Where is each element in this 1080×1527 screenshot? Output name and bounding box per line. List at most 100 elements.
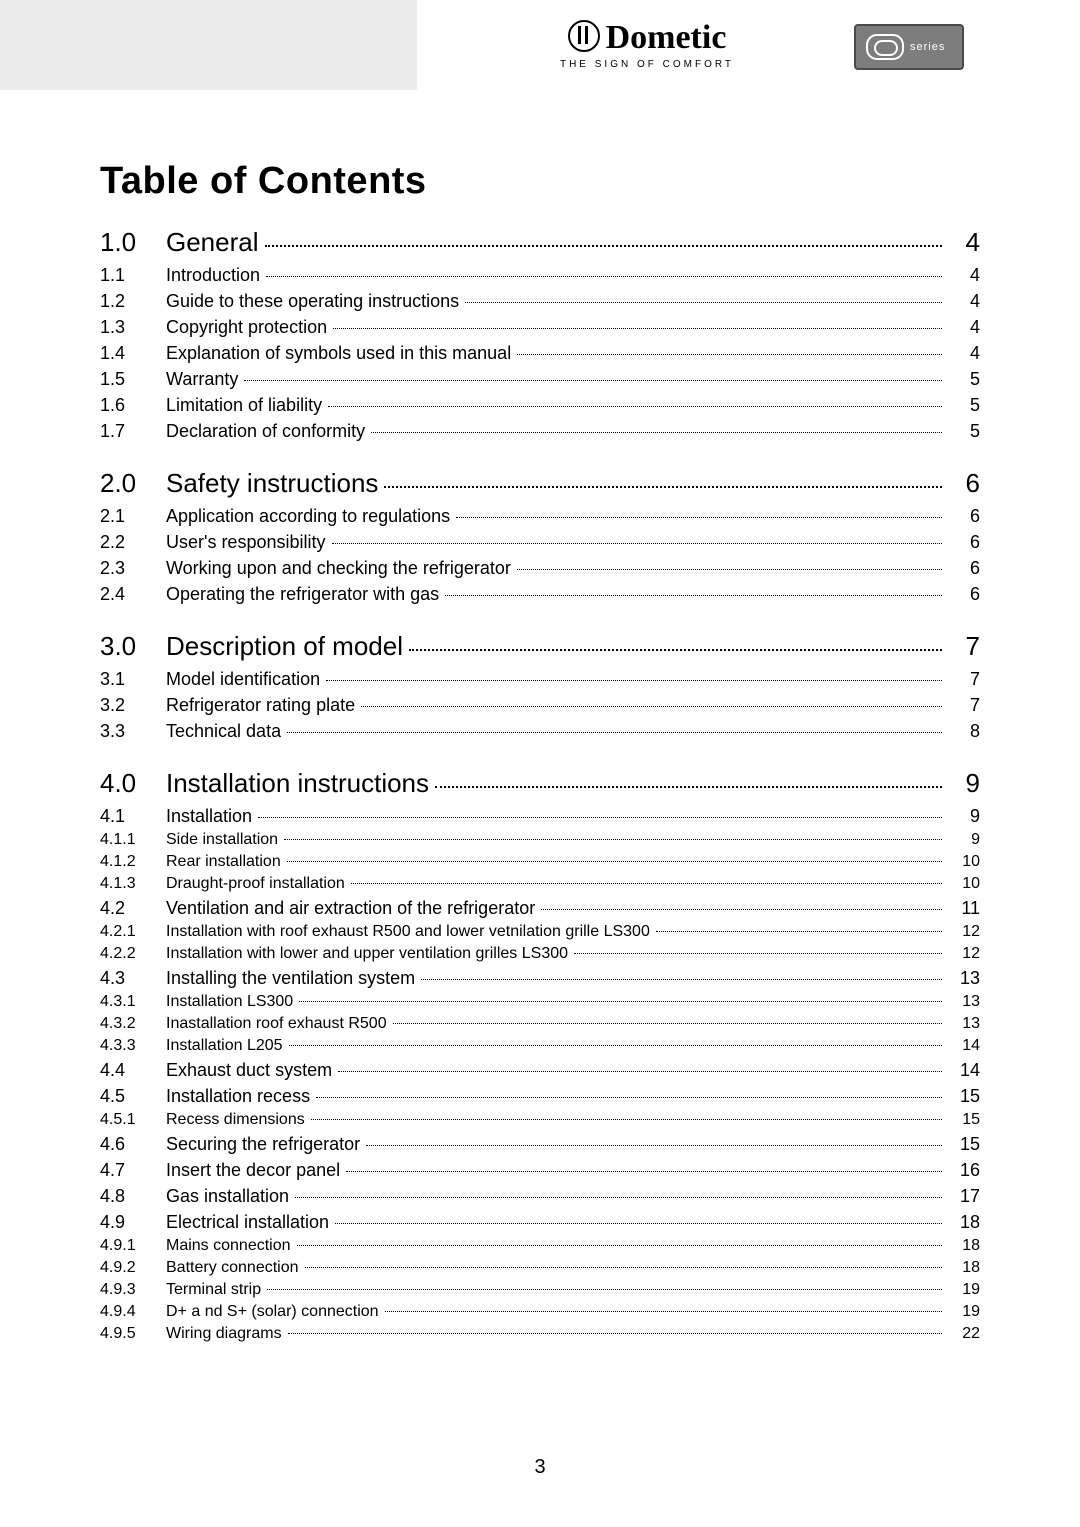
- toc-page: 7: [948, 666, 980, 692]
- toc-leader: [333, 327, 942, 329]
- toc-page: 19: [948, 1301, 980, 1323]
- toc-row: 2.3Working upon and checking the refrige…: [100, 555, 980, 581]
- toc-number: 4.9.5: [100, 1323, 166, 1345]
- toc-row: 4.3.3Installation L20514: [100, 1035, 980, 1057]
- toc-entry-title: Installation L205: [166, 1035, 283, 1057]
- toc-entry-title: Limitation of liability: [166, 392, 322, 418]
- toc-row: 4.1Installation 9: [100, 803, 980, 829]
- toc-leader: [311, 1118, 942, 1120]
- toc-entry-title: Technical data: [166, 718, 281, 744]
- toc-leader: [385, 1310, 942, 1312]
- toc-row: 4.1.3Draught-proof installation10: [100, 873, 980, 895]
- toc-page: 17: [948, 1183, 980, 1209]
- toc-number: 4.1.2: [100, 851, 166, 873]
- toc-entry-title: Installation: [166, 803, 252, 829]
- series-badge-label: series: [910, 41, 945, 53]
- toc-page: 15: [948, 1131, 980, 1157]
- toc-leader: [465, 301, 942, 303]
- toc-entry-title: Safety instructions: [166, 468, 378, 499]
- toc-leader: [287, 731, 942, 733]
- toc-row: 3.3Technical data8: [100, 718, 980, 744]
- toc-row: 2.1Application according to regulations6: [100, 503, 980, 529]
- toc-number: 1.0: [100, 227, 166, 258]
- toc-page: 5: [948, 418, 980, 444]
- toc-leader: [328, 405, 942, 407]
- toc-number: 4.9.4: [100, 1301, 166, 1323]
- toc-page: 9: [948, 829, 980, 851]
- toc-entry-title: Model identification: [166, 666, 320, 692]
- toc-section: 1.0General41.1Introduction41.2Guide to t…: [100, 227, 980, 444]
- toc-entry-title: D+ a nd S+ (solar) connection: [166, 1301, 379, 1323]
- toc-number: 4.8: [100, 1183, 166, 1209]
- toc-entry-title: Installation with lower and upper ventil…: [166, 943, 568, 965]
- toc-page: 14: [948, 1057, 980, 1083]
- toc-page: 9: [948, 803, 980, 829]
- toc-number: 4.1: [100, 803, 166, 829]
- toc-entry-title: User's responsibility: [166, 529, 326, 555]
- toc-leader: [266, 275, 942, 277]
- toc-leader: [456, 516, 942, 518]
- toc-leader: [258, 816, 942, 818]
- toc-number: 1.3: [100, 314, 166, 340]
- brand-tagline: THE SIGN OF COMFORT: [532, 59, 762, 70]
- toc-row: 4.4Exhaust duct system14: [100, 1057, 980, 1083]
- toc-entry-title: General: [166, 227, 259, 258]
- toc-number: 4.2.2: [100, 943, 166, 965]
- toc-page: 13: [948, 1013, 980, 1035]
- toc-entry-title: Installation with roof exhaust R500 and …: [166, 921, 650, 943]
- toc-page: 11: [948, 895, 980, 921]
- toc-entry-title: Battery connection: [166, 1257, 299, 1279]
- toc-page: 13: [948, 965, 980, 991]
- toc-page: 18: [948, 1257, 980, 1279]
- toc-entry-title: Description of model: [166, 631, 403, 662]
- toc-number: 1.4: [100, 340, 166, 366]
- toc-leader: [517, 568, 942, 570]
- toc-entry-title: Securing the refrigerator: [166, 1131, 360, 1157]
- toc-number: 3.0: [100, 631, 166, 662]
- toc-number: 3.3: [100, 718, 166, 744]
- toc-section: 4.0Installation instructions94.1Installa…: [100, 768, 980, 1345]
- toc-number: 3.1: [100, 666, 166, 692]
- toc-leader: [366, 1144, 942, 1146]
- toc-entry-title: Declaration of conformity: [166, 418, 365, 444]
- toc-row: 1.4Explanation of symbols used in this m…: [100, 340, 980, 366]
- toc-leader: [297, 1244, 942, 1246]
- toc-leader: [393, 1022, 942, 1024]
- toc-entry-title: Installing the ventilation system: [166, 965, 415, 991]
- toc-page: 6: [948, 555, 980, 581]
- toc-leader: [656, 930, 942, 932]
- toc-entry-title: Recess dimensions: [166, 1109, 305, 1131]
- series-badge-icon: [866, 34, 904, 60]
- toc-page: 10: [948, 873, 980, 895]
- toc-row: 4.1.2Rear installation10: [100, 851, 980, 873]
- toc-row: 3.1Model identification 7: [100, 666, 980, 692]
- toc-leader: [445, 594, 942, 596]
- toc-number: 2.3: [100, 555, 166, 581]
- toc-entry-title: Guide to these operating instructions: [166, 288, 459, 314]
- toc-row: 4.9Electrical installation18: [100, 1209, 980, 1235]
- brand-logo-icon: [568, 20, 600, 52]
- toc-number: 4.9.3: [100, 1279, 166, 1301]
- toc-row: 1.0General4: [100, 227, 980, 258]
- toc-entry-title: Wiring diagrams: [166, 1323, 282, 1345]
- toc-row: 4.3.1Installation LS30013: [100, 991, 980, 1013]
- toc-page: 4: [948, 340, 980, 366]
- toc-page: 6: [948, 581, 980, 607]
- toc-leader: [351, 882, 942, 884]
- toc-number: 4.2: [100, 895, 166, 921]
- toc-leader: [384, 485, 942, 488]
- toc-number: 4.0: [100, 768, 166, 799]
- toc-page: 7: [948, 692, 980, 718]
- toc-row: 4.2Ventilation and air extraction of the…: [100, 895, 980, 921]
- toc-section: 2.0Safety instructions62.1Application ac…: [100, 468, 980, 607]
- toc-page: 7: [948, 631, 980, 662]
- toc-number: 4.9: [100, 1209, 166, 1235]
- toc-leader: [574, 952, 942, 954]
- toc-entry-title: Insert the decor panel: [166, 1157, 340, 1183]
- toc-row: 4.3.2Inastallation roof exhaust R50013: [100, 1013, 980, 1035]
- toc-leader: [299, 1000, 942, 1002]
- toc-row: 4.0Installation instructions9: [100, 768, 980, 799]
- toc-number: 1.5: [100, 366, 166, 392]
- toc-page: 15: [948, 1083, 980, 1109]
- toc-leader: [305, 1266, 942, 1268]
